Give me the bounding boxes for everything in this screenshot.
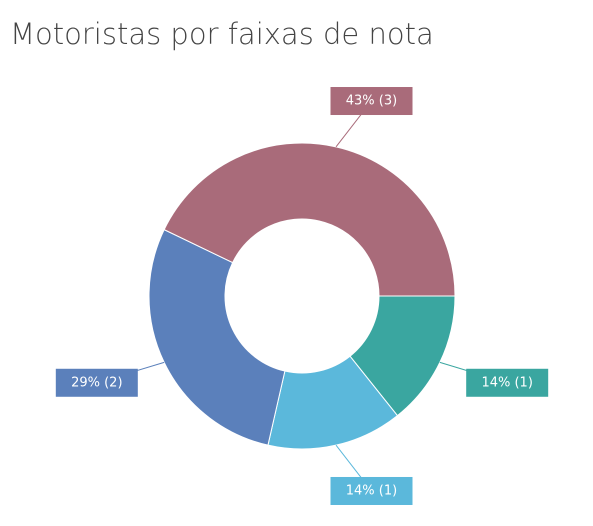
data-label: 14% (1) [481, 375, 532, 390]
label-box [466, 368, 549, 397]
donut-slice [163, 142, 456, 297]
chart-title: Motoristas por faixas de nota [10, 17, 434, 51]
data-label: 29% (2) [71, 375, 122, 390]
label-box [55, 368, 138, 397]
data-label: 14% (1) [346, 483, 397, 498]
label-box [330, 87, 413, 116]
label-box [330, 476, 413, 505]
donut-slice [148, 228, 286, 446]
data-label: 43% (3) [346, 94, 397, 109]
